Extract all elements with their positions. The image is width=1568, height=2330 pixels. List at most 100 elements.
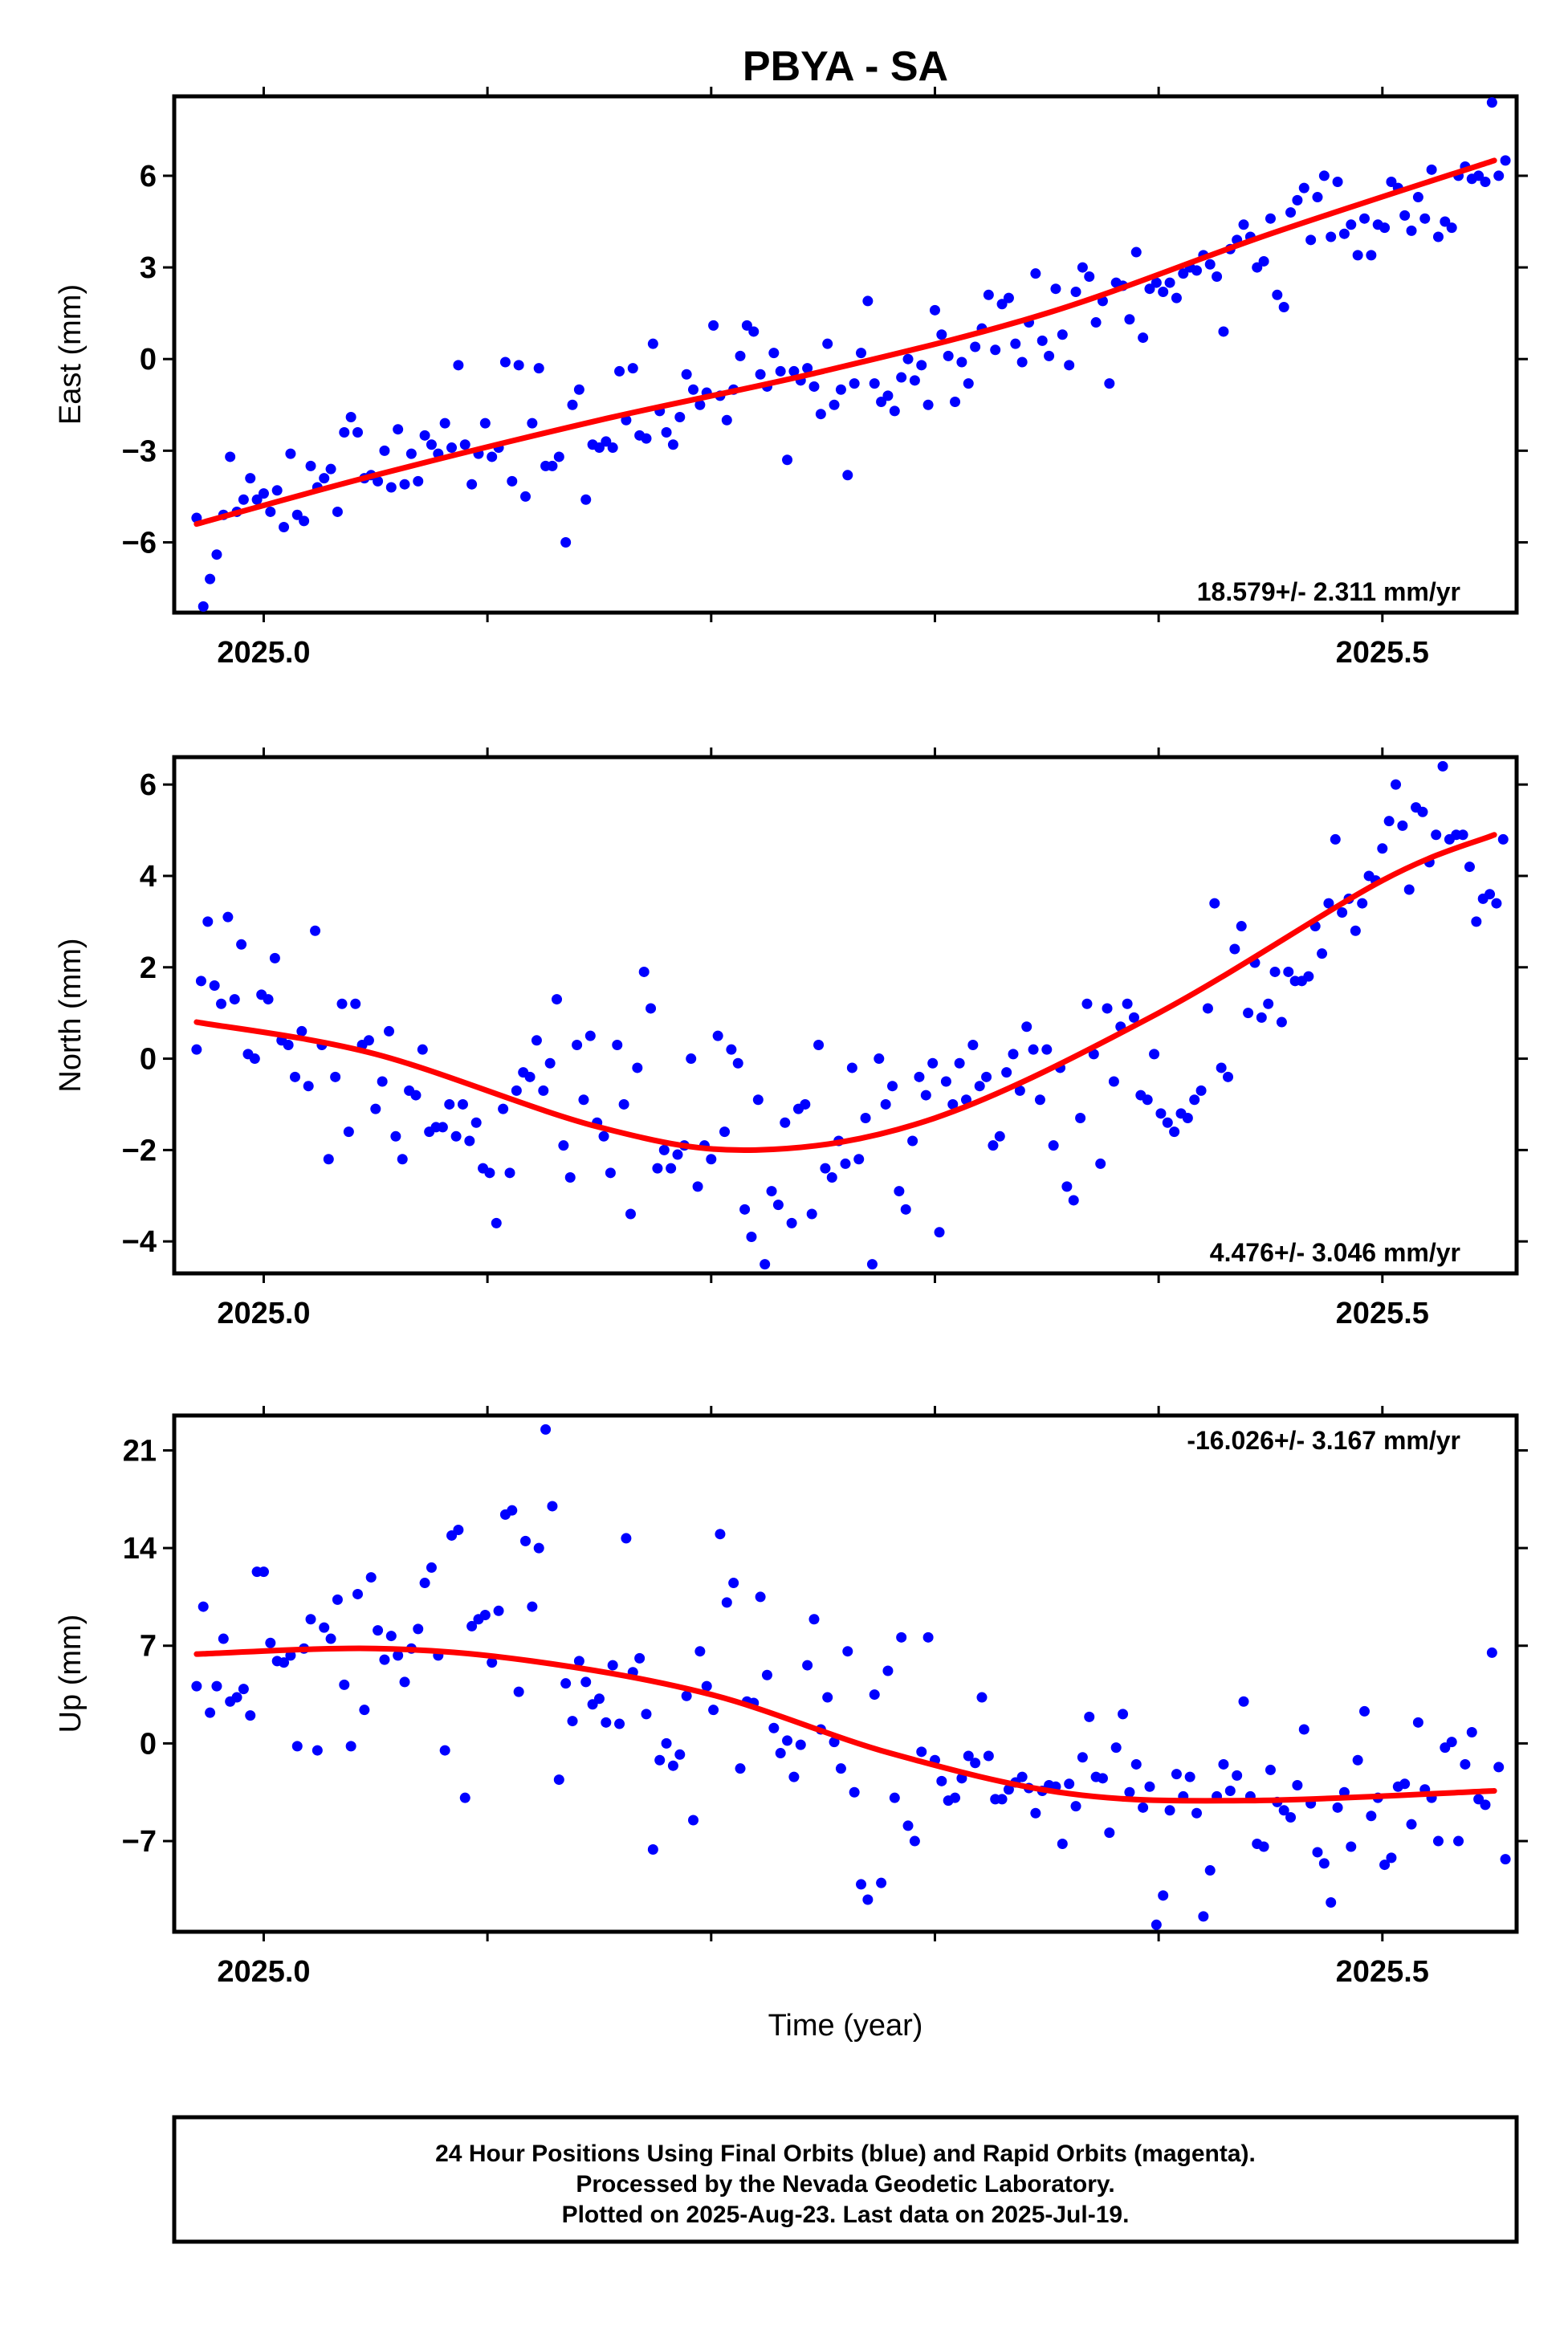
data-point: [245, 473, 256, 484]
data-point: [612, 1039, 623, 1050]
data-point: [370, 1103, 381, 1114]
data-point: [1070, 1801, 1081, 1812]
data-point: [466, 1620, 478, 1631]
data-point: [1312, 192, 1323, 203]
data-point: [1016, 356, 1028, 368]
data-point: [835, 1763, 846, 1774]
footer-box: [172, 2115, 1519, 2244]
x-tick-label: 2025.0: [217, 1297, 310, 1330]
data-point: [1500, 155, 1511, 166]
data-point: [1095, 1158, 1106, 1169]
data-point: [869, 1689, 880, 1701]
data-point: [1001, 1067, 1012, 1078]
data-point: [887, 1081, 898, 1092]
data-point: [231, 1692, 242, 1703]
data-point: [1252, 262, 1263, 273]
data-point: [806, 1208, 817, 1220]
data-point: [625, 1208, 636, 1220]
data-point: [601, 436, 612, 447]
data-point: [605, 1167, 616, 1179]
data-point: [1497, 833, 1509, 845]
data-point: [927, 1057, 939, 1069]
data-point: [692, 1181, 703, 1192]
data-point: [896, 1631, 907, 1643]
data-point: [869, 378, 880, 389]
data-point: [641, 433, 652, 444]
data-point: [1224, 1785, 1236, 1796]
data-point: [437, 1122, 448, 1133]
data-point: [907, 1135, 918, 1147]
data-point: [607, 442, 618, 454]
data-point: [808, 1614, 820, 1625]
panels: 2025.0 2025.5 −6 −3 0 3 6 East (mm) 18.579+/- 2.…: [54, 87, 1528, 1989]
y-tick-label: 0: [140, 343, 157, 377]
data-point: [1403, 884, 1415, 895]
data-point: [1426, 164, 1437, 175]
data-point: [701, 1680, 712, 1692]
data-point: [1151, 277, 1162, 288]
data-point: [1486, 97, 1497, 108]
data-point: [413, 475, 424, 487]
data-point: [712, 1030, 723, 1041]
data-point: [922, 1631, 934, 1643]
data-point: [601, 1717, 612, 1728]
x-tick-label: 2025.5: [1336, 1955, 1429, 1989]
data-point: [1379, 222, 1391, 234]
data-point: [874, 1053, 885, 1065]
data-point: [1057, 329, 1068, 340]
data-point: [1204, 259, 1216, 270]
data-point: [1464, 862, 1475, 873]
data-point: [782, 454, 793, 466]
chart-title: PBYA - SA: [743, 43, 948, 90]
data-point: [835, 384, 846, 395]
data-point: [305, 460, 316, 471]
data-point: [1198, 1911, 1209, 1922]
data-point: [385, 1631, 397, 1642]
data-point: [520, 1535, 531, 1546]
data-point: [1061, 1181, 1073, 1192]
data-point: [614, 1718, 625, 1729]
data-point: [866, 1259, 878, 1270]
y-tick-label: 14: [123, 1532, 157, 1566]
data-point: [263, 994, 274, 1005]
data-point: [359, 1705, 370, 1716]
data-point: [846, 1062, 857, 1073]
data-point: [1440, 216, 1451, 227]
data-point: [1258, 1841, 1269, 1852]
data-point: [339, 427, 350, 438]
data-point: [800, 1098, 811, 1110]
data-point: [533, 363, 544, 374]
data-point: [1124, 314, 1135, 325]
data-point: [1158, 287, 1169, 298]
data-point: [1437, 760, 1448, 772]
data-point: [1292, 194, 1303, 206]
data-point: [1034, 1094, 1045, 1106]
data-point: [1144, 283, 1155, 295]
data-point: [822, 338, 833, 349]
data-point: [853, 1154, 865, 1165]
data-point: [540, 1424, 552, 1435]
data-point: [1191, 265, 1203, 276]
data-point: [191, 1044, 202, 1055]
data-point: [195, 976, 206, 987]
data-point: [1397, 820, 1408, 831]
data-point: [1081, 998, 1093, 1009]
data-point: [457, 1098, 468, 1110]
data-point: [1317, 948, 1328, 959]
data-point: [741, 320, 752, 331]
data-point: [760, 1259, 771, 1270]
data-point: [1070, 287, 1081, 298]
data-point: [238, 1684, 249, 1695]
data-point: [686, 1053, 697, 1065]
data-point: [1195, 1085, 1207, 1096]
data-point: [1218, 326, 1229, 337]
data-point: [205, 573, 216, 585]
data-point: [909, 1835, 920, 1847]
data-point: [1258, 255, 1269, 267]
data-point: [560, 1678, 572, 1689]
data-point: [245, 1710, 256, 1721]
data-point: [279, 521, 290, 532]
data-point: [229, 994, 240, 1005]
data-point: [934, 1227, 945, 1238]
data-point: [1332, 177, 1343, 188]
